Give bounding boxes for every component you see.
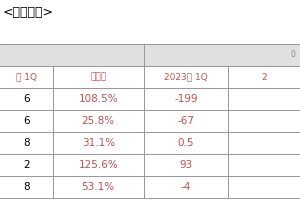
Text: -199: -199 xyxy=(174,94,198,104)
Text: 125.6%: 125.6% xyxy=(78,160,118,170)
Text: <영업이익>: <영업이익> xyxy=(3,6,54,19)
Text: -4: -4 xyxy=(181,182,191,192)
Text: 2: 2 xyxy=(261,72,267,82)
Text: 53.1%: 53.1% xyxy=(82,182,115,192)
Text: 6: 6 xyxy=(23,116,30,126)
Text: 25.8%: 25.8% xyxy=(82,116,115,126)
Text: 6: 6 xyxy=(23,94,30,104)
Text: 8: 8 xyxy=(23,138,30,148)
Text: 108.5%: 108.5% xyxy=(78,94,118,104)
Text: 0: 0 xyxy=(291,50,296,59)
Text: 년 1Q: 년 1Q xyxy=(16,72,37,82)
Text: 증감률: 증감률 xyxy=(90,72,106,82)
Text: -67: -67 xyxy=(178,116,194,126)
Text: 2023년 1Q: 2023년 1Q xyxy=(164,72,208,82)
Text: 8: 8 xyxy=(23,182,30,192)
Text: 2: 2 xyxy=(23,160,30,170)
Text: 31.1%: 31.1% xyxy=(82,138,115,148)
Text: 93: 93 xyxy=(179,160,193,170)
Text: 0.5: 0.5 xyxy=(178,138,194,148)
